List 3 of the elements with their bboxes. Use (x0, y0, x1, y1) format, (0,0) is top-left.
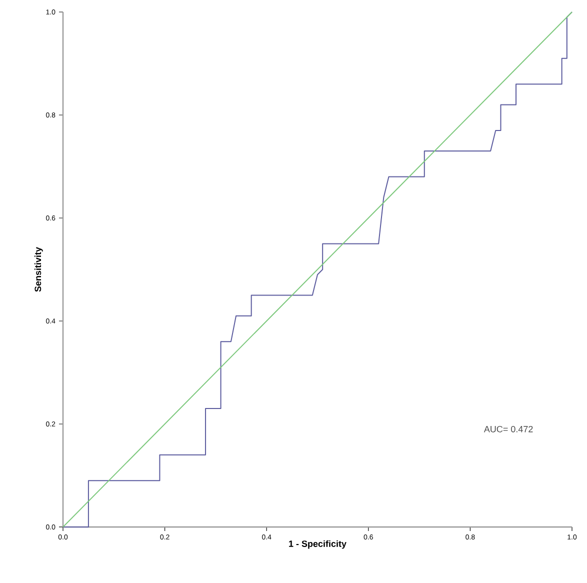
annotation: AUC= 0.472 (484, 426, 533, 432)
y-axis-title: Sensitivity (34, 247, 43, 292)
x-axis-title: 1 - Specificity (289, 540, 346, 549)
